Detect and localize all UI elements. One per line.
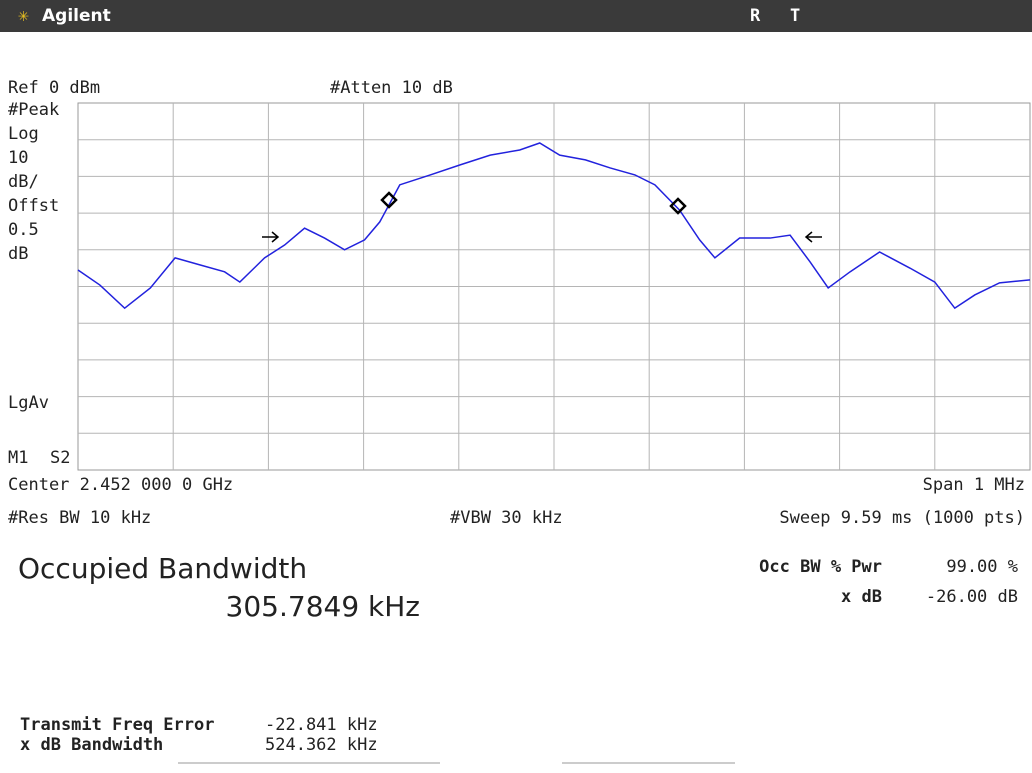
- flag: R: [750, 6, 761, 26]
- span: Span 1 MHz: [923, 475, 1025, 495]
- logo: ✳: [18, 5, 29, 26]
- marker: [669, 197, 687, 215]
- title-bar: [0, 0, 1032, 32]
- error-label: Transmit Freq Error: [20, 715, 214, 735]
- result-value: 305.7849 kHz: [226, 590, 420, 623]
- setting-label: #Peak: [8, 100, 59, 120]
- center: Center 2.452 000 0 GHz: [8, 475, 233, 495]
- xdb-value: -26.00 dB: [926, 587, 1018, 607]
- result-title: Occupied Bandwidth: [18, 552, 307, 585]
- brand: Agilent: [42, 6, 111, 26]
- xdb-label: x dB: [841, 587, 882, 607]
- setting-label: dB/: [8, 172, 39, 192]
- pwr-label: Occ BW % Pwr: [759, 557, 882, 577]
- ref: Ref 0 dBm: [8, 78, 100, 98]
- error-value: -22.841 kHz: [265, 715, 378, 735]
- left-panel: #Peak Log 10 dB/Offst 0.5 dB: [8, 100, 59, 264]
- trace-layer: [77, 142, 1031, 310]
- mark: M1: [8, 448, 28, 468]
- rbw: #Res BW 10 kHz: [8, 508, 151, 528]
- setting-label: Offst: [8, 196, 59, 216]
- sweep: Sweep 9.59 ms (1000 pts): [779, 508, 1025, 528]
- vbw: #VBW 30 kHz: [450, 508, 563, 528]
- setting-label: 0.5: [8, 220, 39, 240]
- error-value: 524.362 kHz: [265, 735, 378, 755]
- graticule: [77, 102, 1031, 471]
- setting-label: 10: [8, 148, 28, 168]
- setting-label: dB: [8, 244, 28, 264]
- avg: LgAv: [8, 393, 49, 413]
- arrow: [804, 231, 822, 243]
- trace-line: [77, 142, 1031, 310]
- mark: S2: [50, 448, 70, 468]
- pwr-value: 99.00 %: [946, 557, 1018, 577]
- marker: [380, 191, 398, 209]
- setting-label: Log: [8, 124, 39, 144]
- error-label: x dB Bandwidth: [20, 735, 163, 755]
- atten: #Atten 10 dB: [330, 78, 453, 98]
- flag: T: [790, 6, 800, 26]
- arrow: [262, 231, 280, 243]
